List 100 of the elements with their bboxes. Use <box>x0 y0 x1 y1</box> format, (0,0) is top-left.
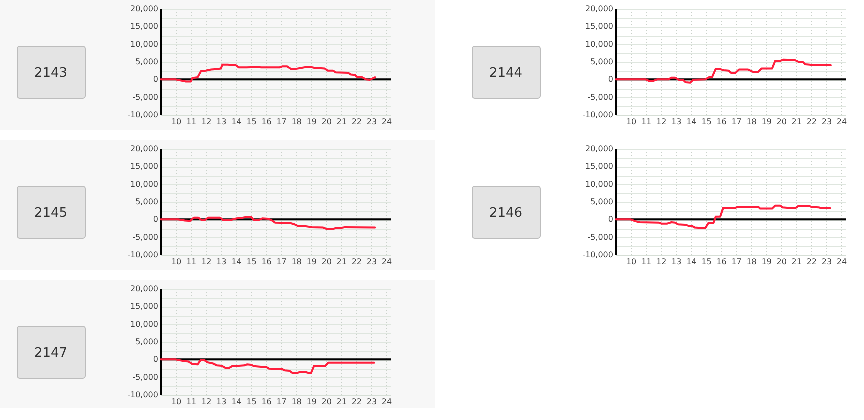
x-tick-label: 23 <box>822 258 832 266</box>
x-tick-label: 22 <box>352 258 362 266</box>
x-tick-label: 21 <box>792 258 802 266</box>
x-tick-label: 11 <box>186 398 197 406</box>
x-tick-label: 11 <box>186 118 197 126</box>
x-tick-label: 19 <box>306 398 317 406</box>
y-tick-label: 20,000 <box>130 284 158 294</box>
y-tick-label: 10,000 <box>130 40 158 49</box>
x-tick-label: 20 <box>776 118 787 126</box>
x-tick-label: 16 <box>716 258 727 266</box>
x-tick-label: 14 <box>686 118 697 126</box>
x-tick-label: 23 <box>366 258 378 266</box>
y-tick-label: 10,000 <box>586 180 614 189</box>
x-tick-label: 14 <box>232 258 242 266</box>
x-tick-label: 16 <box>262 118 272 126</box>
text: 2145 <box>34 206 68 221</box>
y-tick-label: -10,000 <box>582 250 614 260</box>
x-tick-label: 13 <box>216 258 227 266</box>
x-tick-label: 21 <box>336 398 347 406</box>
x-tick-label: 18 <box>292 398 302 406</box>
x-tick-label: 13 <box>672 258 682 266</box>
x-tick-label: 14 <box>232 118 242 126</box>
x-tick-label: 14 <box>686 258 697 266</box>
line-series <box>160 358 376 374</box>
x-tick-label: 17 <box>732 118 742 126</box>
x-tick-label: 11 <box>186 258 197 266</box>
button[interactable] <box>472 186 541 239</box>
x-tick-label: 13 <box>672 118 682 126</box>
y-tick-label: 15,000 <box>586 22 614 32</box>
y-tick-label: -5,000 <box>588 92 614 102</box>
x-tick-label: 10 <box>171 398 182 406</box>
x-tick-label: 24 <box>836 258 848 266</box>
x-tick-label: 10 <box>626 258 637 266</box>
y-tick-label: 15,000 <box>586 162 614 172</box>
y-tick-label: 5,000 <box>136 58 158 66</box>
x-tick-label: 10 <box>626 118 637 126</box>
x-tick-label: 11 <box>641 118 652 126</box>
x-tick-label: 20 <box>776 258 787 266</box>
x-tick-label: 17 <box>732 258 742 266</box>
x-tick-label: 16 <box>716 118 727 126</box>
y-tick-label: 0 <box>608 75 614 84</box>
x-tick-label: 22 <box>352 398 362 406</box>
x-tick-label: 21 <box>336 118 347 126</box>
x-tick-label: 12 <box>656 118 667 126</box>
y-tick-label: 15,000 <box>130 302 158 312</box>
y-tick-label: 10,000 <box>130 320 158 329</box>
x-tick-label: 22 <box>806 118 818 126</box>
x-tick-label: 23 <box>366 398 378 406</box>
y-tick-label: 5,000 <box>136 198 158 206</box>
line-series <box>615 58 832 84</box>
line-series <box>615 204 832 230</box>
x-tick-label: 12 <box>202 118 212 126</box>
x-tick-label: 15 <box>702 118 712 126</box>
button[interactable] <box>17 186 86 239</box>
x-tick-label: 24 <box>382 258 392 266</box>
x-tick-label: 21 <box>792 118 802 126</box>
x-tick-label: 20 <box>322 398 332 406</box>
x-tick-label: 24 <box>382 118 392 126</box>
y-tick-label: -10,000 <box>128 110 158 120</box>
x-tick-label: 23 <box>366 118 378 126</box>
y-tick-label: 20,000 <box>130 4 158 14</box>
y-tick-label: 20,000 <box>130 144 158 154</box>
x-tick-label: 14 <box>232 398 242 406</box>
x-tick-label: 12 <box>656 258 667 266</box>
x-tick-label: 11 <box>641 258 652 266</box>
button[interactable] <box>17 326 86 379</box>
x-tick-label: 16 <box>262 398 272 406</box>
y-tick-label: 5,000 <box>136 338 158 346</box>
x-tick-label: 18 <box>292 258 302 266</box>
y-tick-label: -5,000 <box>132 92 158 102</box>
x-tick-label: 15 <box>702 258 712 266</box>
x-tick-label: 22 <box>806 258 818 266</box>
x-tick-label: 18 <box>292 118 302 126</box>
y-tick-label: 5,000 <box>590 198 614 206</box>
x-tick-label: 15 <box>246 398 257 406</box>
text: 2146 <box>489 206 523 221</box>
text: 2143 <box>34 66 68 81</box>
x-tick-label: 19 <box>762 118 772 126</box>
x-tick-label: 12 <box>202 258 212 266</box>
x-tick-label: 19 <box>306 118 317 126</box>
y-tick-label: -10,000 <box>128 250 158 260</box>
button[interactable] <box>17 46 86 99</box>
x-tick-label: 13 <box>216 398 227 406</box>
x-tick-label: 10 <box>171 258 182 266</box>
y-tick-label: 0 <box>608 215 614 224</box>
y-tick-label: 10,000 <box>130 180 158 189</box>
x-tick-label: 10 <box>171 118 182 126</box>
y-tick-label: 0 <box>153 215 158 224</box>
y-tick-label: 0 <box>153 355 158 364</box>
y-tick-label: -10,000 <box>128 390 158 400</box>
x-tick-label: 21 <box>336 258 347 266</box>
x-tick-label: 24 <box>836 118 848 126</box>
y-tick-label: 20,000 <box>586 144 614 154</box>
y-tick-label: 15,000 <box>130 22 158 32</box>
y-tick-label: 5,000 <box>590 58 614 66</box>
x-tick-label: 15 <box>246 118 257 126</box>
button[interactable] <box>472 46 541 99</box>
y-tick-label: 0 <box>153 75 158 84</box>
x-tick-label: 22 <box>352 118 362 126</box>
x-tick-label: 12 <box>202 398 212 406</box>
